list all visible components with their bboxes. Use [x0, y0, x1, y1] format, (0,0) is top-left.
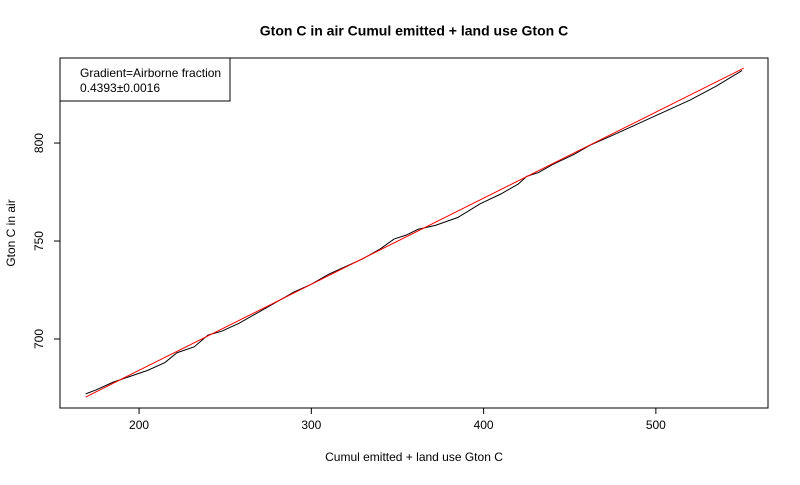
- annotation: 0.4393±0.0016: [80, 81, 160, 95]
- chart-title: Gton C in air Cumul emitted + land use G…: [260, 23, 568, 39]
- y-axis-label: Gton C in air: [4, 199, 18, 266]
- data-line: [85, 67, 744, 398]
- x-tick-label: 200: [129, 418, 149, 432]
- x-tick-label: 500: [646, 418, 666, 432]
- plot-frame: [59, 57, 769, 409]
- x-tick-label: 400: [474, 418, 494, 432]
- legend-box: [59, 57, 231, 102]
- annotation: Gradient=Airborne fraction: [80, 66, 221, 80]
- x-tick-label: 300: [301, 418, 321, 432]
- x-axis-label: Cumul emitted + land use Gton C: [325, 450, 503, 464]
- y-tick-label: 750: [32, 231, 46, 251]
- y-tick-label: 800: [32, 133, 46, 153]
- y-tick-label: 700: [32, 329, 46, 349]
